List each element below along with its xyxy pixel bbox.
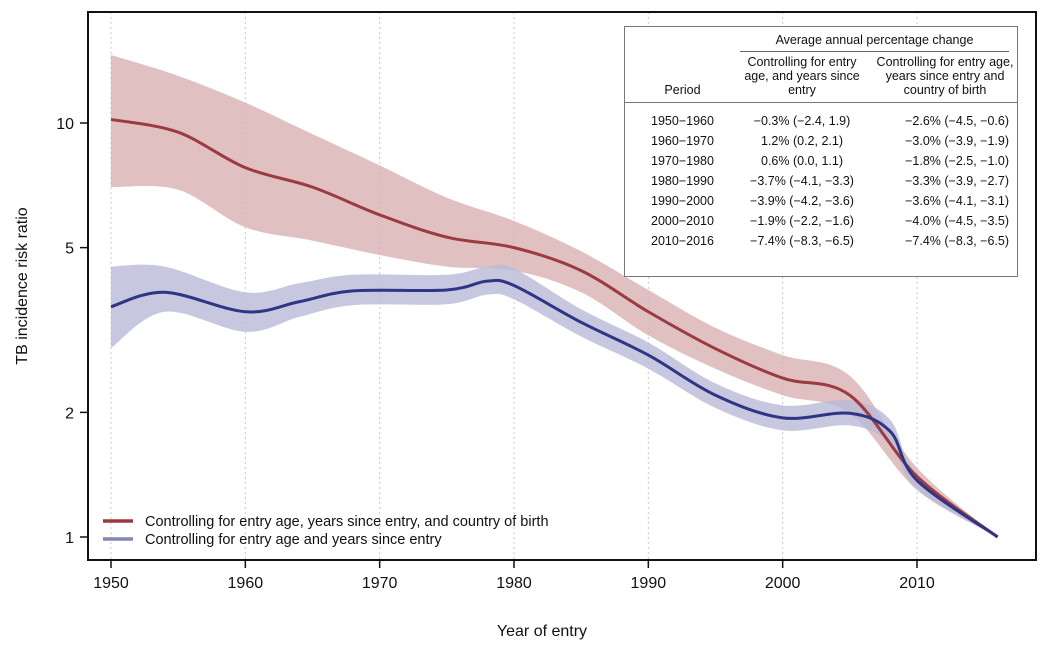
x-tick-label: 1980 [496,575,532,592]
inset-table: Average annual percentage change Period … [624,26,1018,277]
table-cell-col1: −7.4% (−8.3, −6.5) [750,234,854,248]
table-cell-col2: −7.4% (−8.3, −6.5) [905,234,1009,248]
table-cell-period: 1950−1960 [651,114,714,128]
table-row: 1980−1990 −3.7% (−4.1, −3.3) −3.3% (−3.9, … [625,171,1017,191]
table-row: 1990−2000 −3.9% (−4.2, −3.6) −3.6% (−4.1, … [625,191,1017,211]
table-body: 1950−1960 −0.3% (−2.4, 1.9) −2.6% (−4.5, −… [625,111,1017,251]
table-cell-period: 1960−1970 [651,134,714,148]
table-cell-period: 1990−2000 [651,194,714,208]
table-cell-col1: −3.7% (−4.1, −3.3) [750,174,854,188]
table-cell-period: 1980−1990 [651,174,714,188]
table-row: 1950−1960 −0.3% (−2.4, 1.9) −2.6% (−4.5, −… [625,111,1017,131]
table-period-header: Period [664,83,701,97]
table-cell-col2: −3.6% (−4.1, −3.1) [905,194,1009,208]
table-cell-col1: −0.3% (−2.4, 1.9) [753,114,851,128]
confidence-band-0 [111,54,998,537]
series-line-0 [110,117,999,539]
table-cell-period: 1970−1980 [651,154,714,168]
x-tick-label: 2010 [899,575,935,592]
table-cell-period: 2000−2010 [651,214,714,228]
x-tick-label: 2000 [765,575,801,592]
y-axis-label: TB incidence risk ratio [14,207,31,364]
x-tick-label: 1970 [362,575,398,592]
table-cell-col1: −1.9% (−2.2, −1.6) [750,214,854,228]
table-cell-col1: 0.6% (0.0, 1.1) [761,154,843,168]
table-cell-col2: −2.6% (−4.5, −0.6) [905,114,1009,128]
table-cell-period: 2010−2016 [651,234,714,248]
table-group-header: Average annual percentage change [740,33,1009,52]
table-divider [625,102,1017,103]
series-line-1 [110,278,999,539]
y-tick-label: 2 [65,405,74,422]
table-row: 2010−2016 −7.4% (−8.3, −6.5) −7.4% (−8.3, … [625,231,1017,251]
table-cell-col2: −3.0% (−3.9, −1.9) [905,134,1009,148]
x-axis-label: Year of entry [497,623,587,640]
y-tick-label: 5 [65,241,74,258]
table-col2-header: Controlling for entry age, years since e… [876,55,1014,97]
x-tick-label: 1960 [228,575,264,592]
y-tick-label: 10 [56,116,74,133]
plot-frame [87,11,1037,561]
confidence-band-1 [111,264,998,537]
table-cell-col2: −1.8% (−2.5, −1.0) [905,154,1009,168]
table-row: 2000−2010 −1.9% (−2.2, −1.6) −4.0% (−4.5, … [625,211,1017,231]
table-row: 1970−1980 0.6% (0.0, 1.1) −1.8% (−2.5, −1.… [625,151,1017,171]
legend-label-1: Controlling for entry age and years sinc… [145,532,442,548]
table-cell-col2: −3.3% (−3.9, −2.7) [905,174,1009,188]
table-cell-col1: 1.2% (0.2, 2.1) [761,134,843,148]
y-tick-label: 1 [65,530,74,547]
table-col1-header: Controlling for entry age, and years sin… [744,55,860,97]
table-row: 1960−1970 1.2% (0.2, 2.1) −3.0% (−3.9, −1.… [625,131,1017,151]
x-tick-label: 1990 [631,575,667,592]
x-tick-label: 1950 [93,575,129,592]
table-cell-col2: −4.0% (−4.5, −3.5) [905,214,1009,228]
legend-label-0: Controlling for entry age, years since e… [145,514,549,530]
table-cell-col1: −3.9% (−4.2, −3.6) [750,194,854,208]
